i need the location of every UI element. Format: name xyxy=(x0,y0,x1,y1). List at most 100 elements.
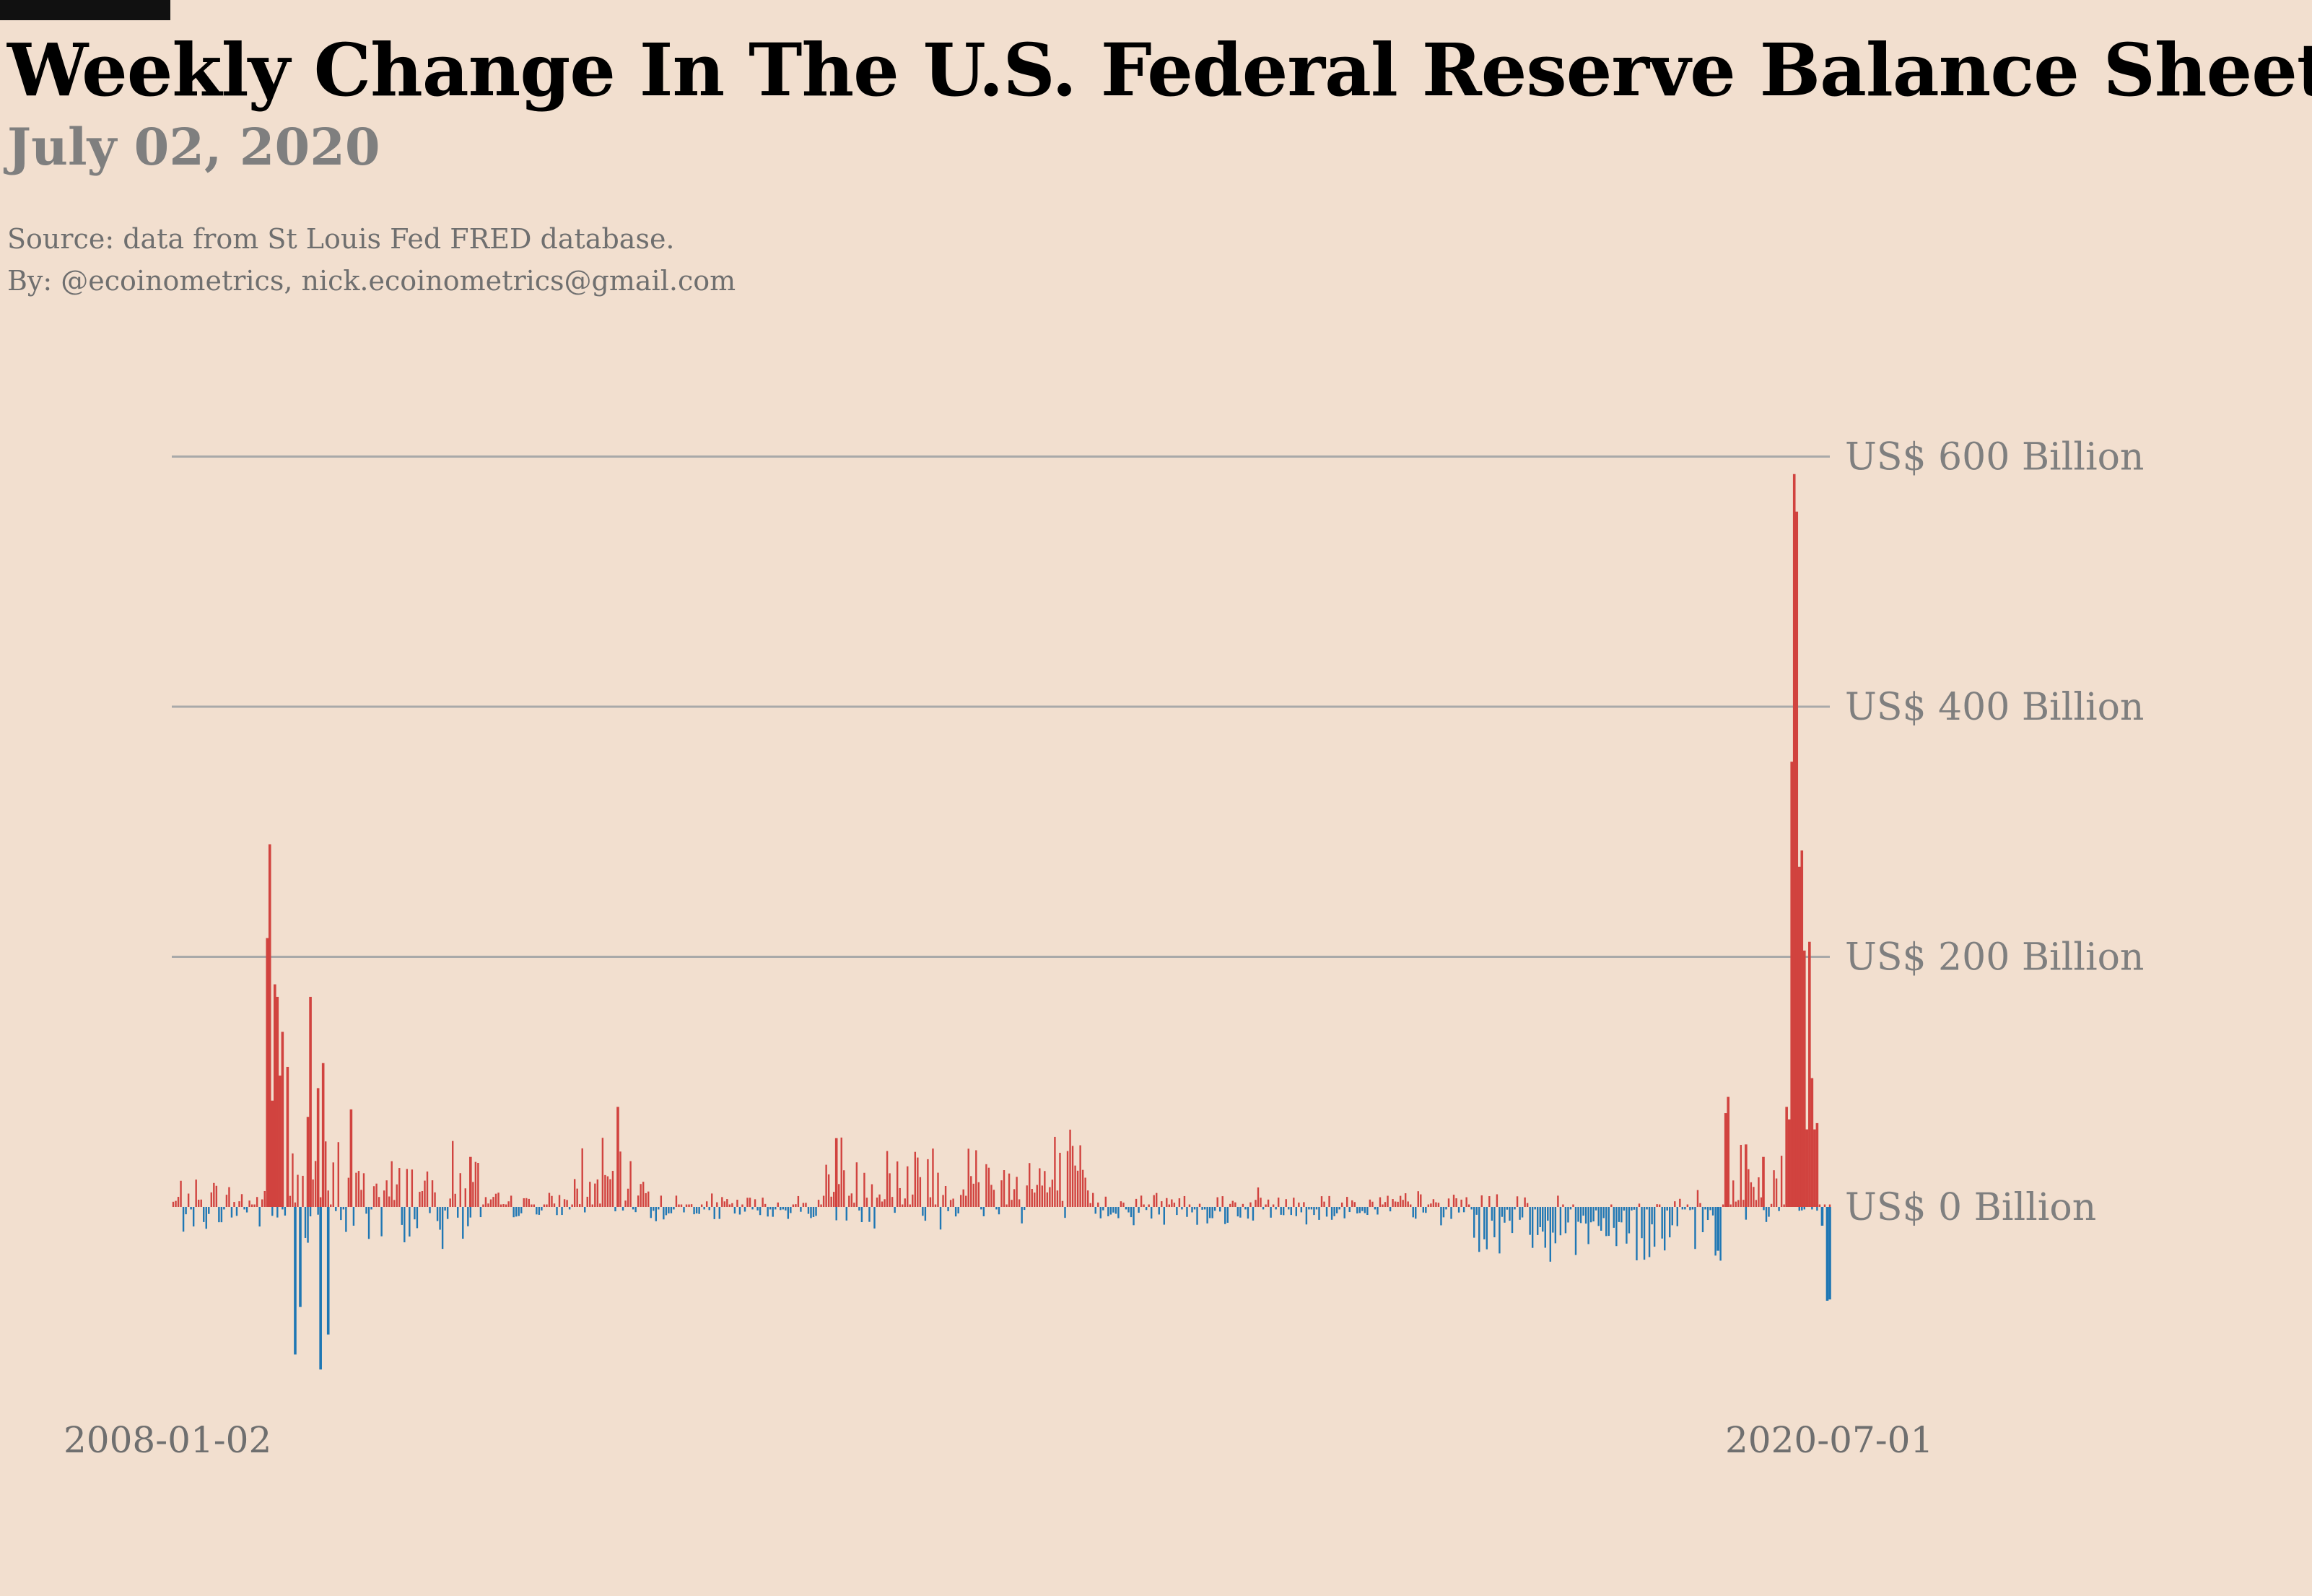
bar xyxy=(297,1174,299,1207)
bar xyxy=(1674,1201,1676,1207)
bar xyxy=(505,1204,507,1207)
bar xyxy=(1397,1201,1399,1207)
bar xyxy=(556,1207,558,1216)
bar xyxy=(987,1167,990,1207)
bar xyxy=(1283,1207,1285,1216)
bar xyxy=(1641,1207,1643,1239)
bar xyxy=(200,1199,202,1207)
bar xyxy=(619,1151,621,1207)
bar xyxy=(1653,1207,1656,1247)
bar xyxy=(1234,1202,1236,1207)
bar xyxy=(1465,1197,1467,1207)
bar xyxy=(1412,1207,1414,1218)
bar xyxy=(1750,1182,1753,1207)
bar xyxy=(330,1204,332,1207)
bar-key-point xyxy=(834,1138,838,1207)
bar xyxy=(182,1207,185,1232)
bar-key-point xyxy=(326,1207,330,1335)
bar xyxy=(1272,1204,1275,1207)
bar xyxy=(1499,1207,1501,1254)
bar xyxy=(1163,1207,1165,1225)
bar xyxy=(1467,1204,1470,1207)
bar xyxy=(914,1151,917,1207)
bar xyxy=(215,1185,218,1207)
bar xyxy=(1709,1207,1711,1211)
bar xyxy=(693,1207,695,1215)
bar xyxy=(1153,1195,1155,1207)
bar xyxy=(571,1204,573,1207)
bar xyxy=(853,1203,855,1207)
bar xyxy=(1651,1207,1653,1225)
bar xyxy=(342,1207,345,1210)
bar xyxy=(317,1207,319,1215)
bar xyxy=(843,1170,845,1207)
bar xyxy=(1366,1207,1369,1216)
bar xyxy=(1171,1199,1173,1207)
bar xyxy=(1765,1207,1768,1222)
bar xyxy=(1008,1173,1011,1207)
bar xyxy=(601,1138,604,1207)
bar xyxy=(581,1148,583,1207)
bar xyxy=(1000,1180,1003,1207)
bar xyxy=(1295,1207,1298,1216)
bar xyxy=(604,1174,606,1207)
bar xyxy=(1117,1207,1120,1218)
bar xyxy=(1427,1204,1430,1207)
bar xyxy=(1402,1200,1404,1207)
bar xyxy=(426,1171,429,1207)
bar xyxy=(1486,1207,1488,1250)
bar xyxy=(1313,1207,1315,1216)
bar xyxy=(713,1207,715,1219)
bar-key-point xyxy=(616,1107,619,1207)
bar xyxy=(497,1192,500,1207)
bar xyxy=(805,1203,807,1207)
bar xyxy=(479,1207,482,1218)
bar xyxy=(1552,1207,1554,1233)
bar xyxy=(1480,1195,1483,1207)
bar xyxy=(840,1137,842,1207)
bar xyxy=(1531,1207,1534,1248)
bar xyxy=(1016,1177,1018,1207)
bar xyxy=(1328,1195,1330,1207)
bar xyxy=(1587,1207,1589,1244)
bar xyxy=(1410,1204,1412,1207)
bar xyxy=(767,1207,769,1217)
y-tick-label: US$ 600 Billion xyxy=(1845,436,2144,479)
y-tick-label: US$ 400 Billion xyxy=(1845,686,2144,729)
bar xyxy=(721,1197,723,1207)
bar xyxy=(952,1198,954,1207)
bar xyxy=(802,1203,805,1207)
bar xyxy=(881,1201,884,1207)
bar xyxy=(1620,1207,1623,1223)
bar xyxy=(957,1207,959,1214)
bar xyxy=(1567,1207,1569,1223)
bar xyxy=(1102,1207,1104,1211)
bar xyxy=(1173,1203,1176,1207)
bar xyxy=(685,1204,688,1207)
bar xyxy=(1608,1207,1610,1237)
bar xyxy=(385,1180,388,1207)
bar xyxy=(568,1207,571,1210)
bar xyxy=(1656,1204,1658,1207)
bar xyxy=(304,1207,307,1238)
bar xyxy=(436,1207,439,1221)
bar xyxy=(982,1207,985,1216)
bar xyxy=(309,1207,312,1217)
bar xyxy=(700,1204,703,1207)
x-tick-labels: 2008-01-02 2020-07-01 xyxy=(64,1419,1933,1461)
bar xyxy=(1554,1207,1557,1244)
bar xyxy=(1676,1207,1678,1226)
bar xyxy=(1460,1199,1462,1207)
bar xyxy=(1114,1207,1117,1214)
bar xyxy=(1823,1204,1826,1207)
bar xyxy=(924,1207,927,1221)
bar xyxy=(845,1207,847,1221)
bar xyxy=(1618,1207,1620,1222)
bar xyxy=(439,1207,441,1230)
bar xyxy=(743,1207,746,1212)
bar xyxy=(919,1177,922,1207)
bar xyxy=(1303,1202,1305,1207)
bar xyxy=(294,1202,297,1207)
y-tick-label: US$ 200 Billion xyxy=(1845,936,2144,980)
